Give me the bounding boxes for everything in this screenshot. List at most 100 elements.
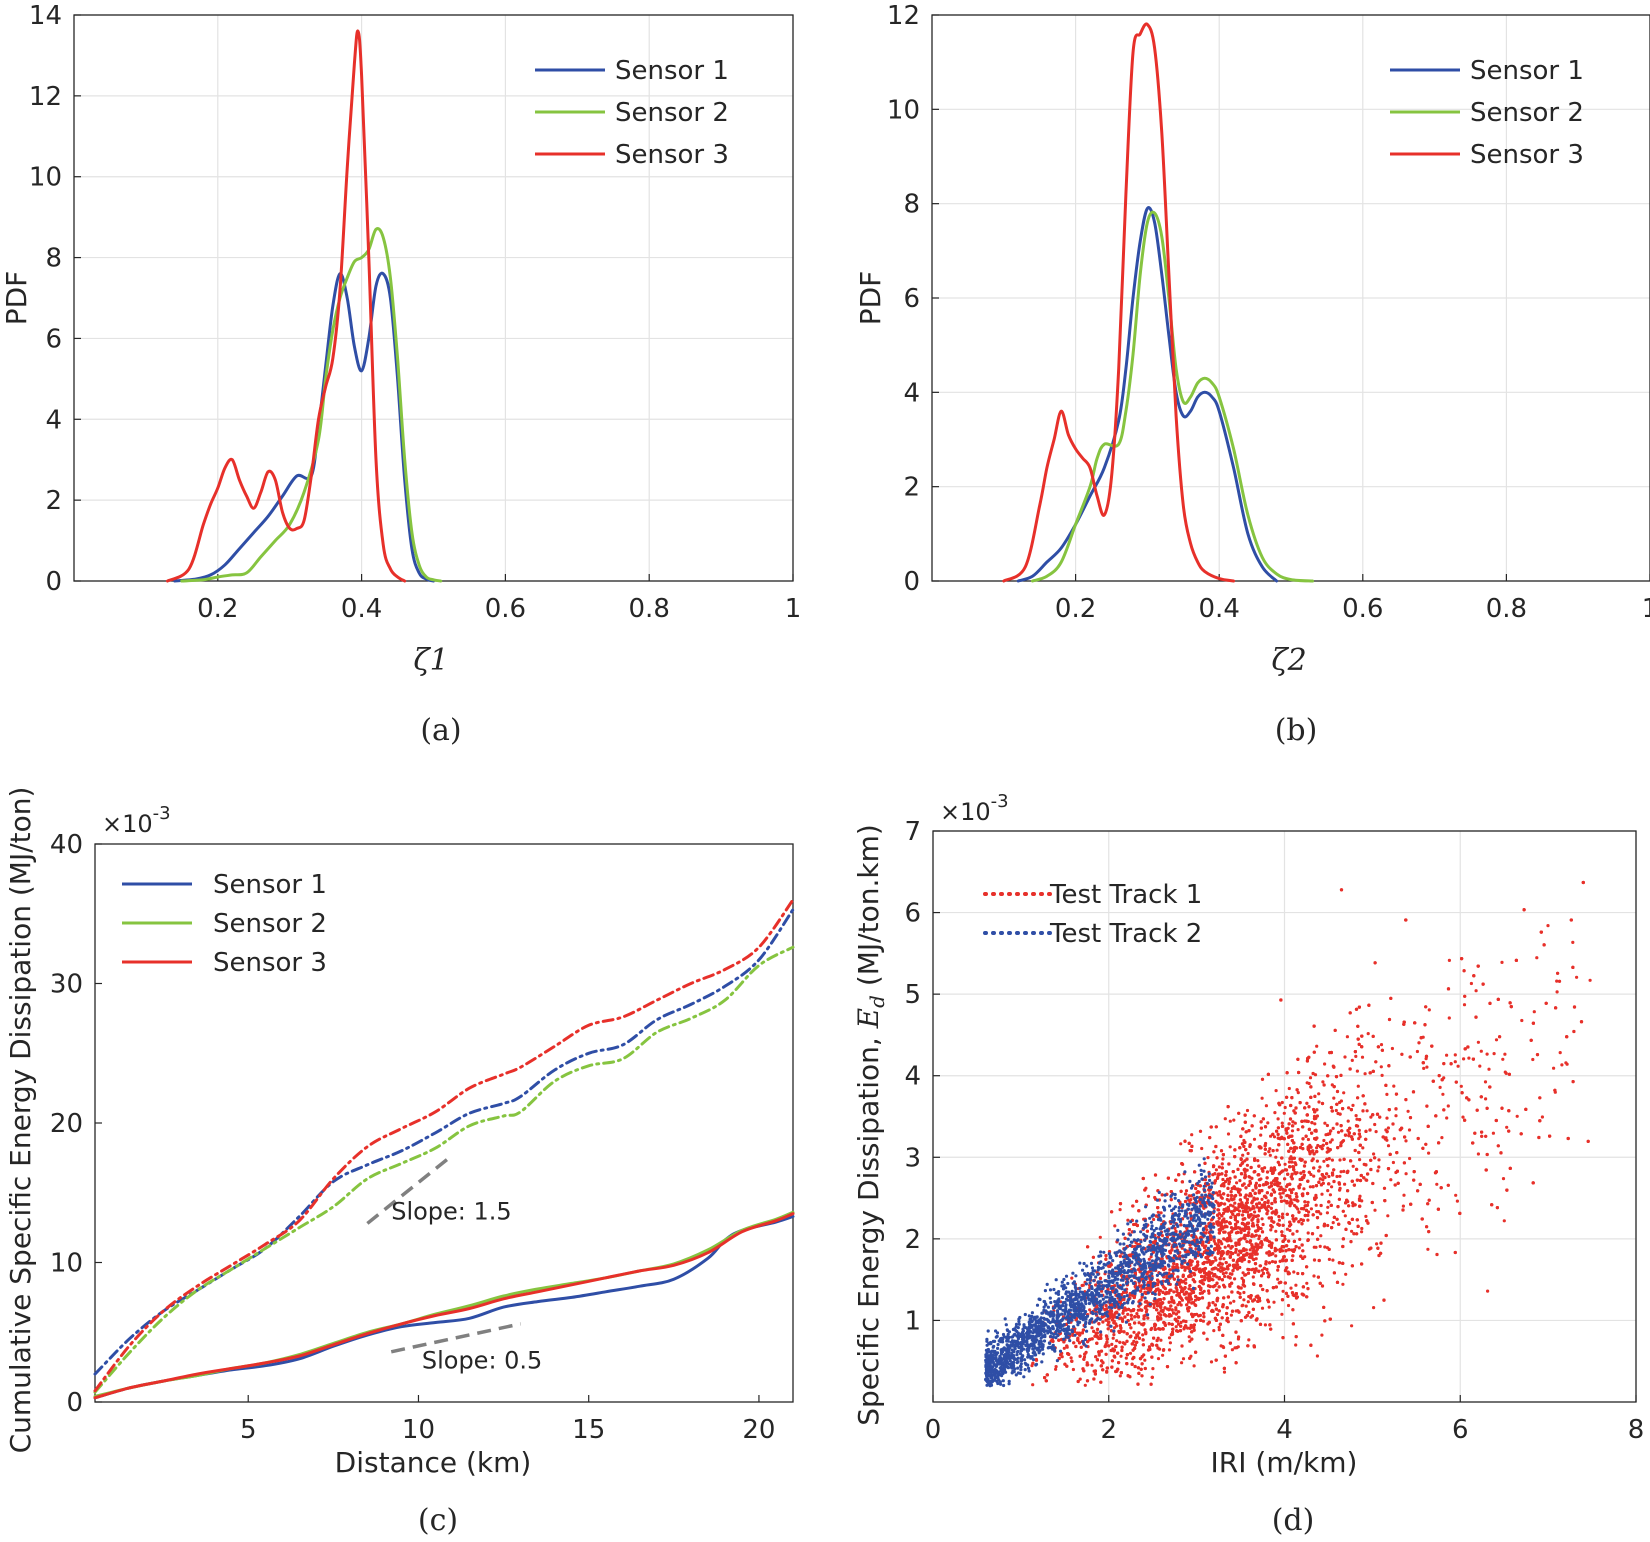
scatter-point <box>1220 1316 1224 1320</box>
scatter-point <box>1213 1256 1217 1260</box>
scatter-point <box>1310 1121 1314 1125</box>
scatter-point <box>1267 1305 1271 1309</box>
scatter-point <box>1248 1192 1252 1196</box>
scatter-point <box>1254 1233 1258 1237</box>
scatter-point <box>1292 1270 1296 1274</box>
scatter-point <box>1378 1115 1382 1119</box>
scatter-point <box>1454 1193 1458 1197</box>
scatter-point <box>1408 1156 1412 1161</box>
scatter-point <box>1486 1289 1490 1293</box>
scatter-point <box>1417 1041 1421 1045</box>
scatter-point <box>1257 1178 1261 1182</box>
scatter-point <box>1546 924 1550 928</box>
scatter-point <box>1236 1253 1240 1257</box>
scatter-point <box>1283 1162 1287 1166</box>
series-line-a-3 <box>166 29 407 583</box>
scatter-point <box>1294 1192 1298 1196</box>
scatter-point <box>1076 1379 1080 1384</box>
scatter-point <box>1107 1320 1111 1324</box>
scatter-point <box>1126 1312 1130 1316</box>
scatter-point <box>1185 1303 1189 1307</box>
scatter-point <box>1272 1135 1277 1139</box>
scatter-point <box>1495 1206 1499 1210</box>
scatter-point <box>1216 1263 1220 1267</box>
scatter-point <box>1339 1099 1343 1103</box>
scatter-point <box>1247 1231 1251 1235</box>
scatter-point <box>1062 1346 1066 1350</box>
scatter-point <box>1306 1287 1310 1291</box>
scatter-point <box>1231 1212 1235 1216</box>
scatter-point <box>1588 978 1592 982</box>
scatter-point <box>1121 1311 1125 1315</box>
scatter-point <box>1535 956 1539 960</box>
scatter-point <box>1241 1278 1246 1283</box>
scatter-point <box>1190 1312 1194 1316</box>
slope-guide-2 <box>390 1322 521 1354</box>
scatter-point <box>1296 1057 1300 1061</box>
scatter-point <box>1110 1359 1114 1363</box>
scatter-point <box>1317 1210 1321 1214</box>
scatter-point <box>1408 1055 1412 1059</box>
scatter-point <box>1373 1208 1377 1212</box>
scatter-point <box>1312 1274 1316 1278</box>
scatter-point <box>1357 1042 1361 1046</box>
scatter-point <box>1320 1284 1325 1288</box>
scatter-point <box>1250 1176 1254 1180</box>
scatter-point <box>1341 1209 1345 1213</box>
scatter-point <box>1186 1326 1190 1330</box>
scatter-point <box>1263 1152 1267 1156</box>
scatter-point <box>1071 1367 1075 1372</box>
scatter-point <box>1409 1202 1413 1206</box>
series-line-c-3 <box>93 1212 795 1400</box>
scatter-point <box>1099 1380 1103 1384</box>
scatter-point <box>1092 1329 1096 1333</box>
xtick-label-a-0: 0.2 <box>197 594 238 624</box>
scatter-point <box>1161 1348 1166 1352</box>
scatter-point <box>1240 1304 1244 1308</box>
scatter-point <box>1440 1136 1444 1140</box>
scatter-point <box>1503 1052 1507 1056</box>
scatter-point <box>1127 1228 1131 1232</box>
scatter-point <box>1520 1018 1524 1023</box>
scatter-point <box>1079 1345 1083 1349</box>
scatter-point <box>1094 1355 1098 1359</box>
scatter-point <box>1085 1361 1089 1365</box>
scatter-point <box>1317 1100 1321 1104</box>
scatter-point <box>1088 1308 1092 1312</box>
scatter-point <box>1283 1234 1287 1238</box>
scatter-point <box>1374 1060 1378 1064</box>
scatter-point <box>1218 1190 1222 1194</box>
scatter-point <box>1540 1115 1544 1119</box>
scatter-point <box>1169 1304 1173 1308</box>
scatter-point <box>1200 1146 1204 1151</box>
scatter-point <box>1389 996 1393 1001</box>
scatter-point <box>1379 1043 1384 1047</box>
scatter-point <box>1194 1319 1198 1323</box>
scatter-point <box>1225 1311 1229 1316</box>
scatter-point <box>1427 1230 1431 1234</box>
scatter-point <box>1098 1235 1102 1239</box>
scatter-point <box>1308 1185 1312 1189</box>
scatter-point <box>1386 1144 1391 1148</box>
ytick-label-c-0: 0 <box>66 1388 83 1418</box>
scatter-point <box>1312 1174 1316 1178</box>
scatter-point <box>1187 1198 1191 1202</box>
scatter-point <box>1565 1062 1569 1066</box>
scatter-point <box>1343 1182 1347 1186</box>
scatter-point <box>1515 1114 1519 1118</box>
scatter-point <box>1201 1282 1205 1286</box>
scatter-point <box>1503 1070 1507 1074</box>
scatter-point <box>1332 1271 1336 1275</box>
xlabel-b: ζ2 <box>1271 643 1306 678</box>
scatter-point <box>1118 1340 1122 1344</box>
scatter-point <box>1384 1136 1388 1140</box>
axes-box-c <box>94 843 794 1403</box>
scatter-point <box>1269 1244 1274 1248</box>
scatter-point <box>1459 1084 1463 1088</box>
scatter-point <box>1137 1331 1141 1335</box>
scatter-point <box>1339 1073 1343 1077</box>
scatter-point <box>1250 1124 1254 1128</box>
scatter-point <box>1168 1341 1172 1345</box>
scatter-point <box>1070 1276 1074 1280</box>
scatter-point <box>1143 1366 1147 1371</box>
